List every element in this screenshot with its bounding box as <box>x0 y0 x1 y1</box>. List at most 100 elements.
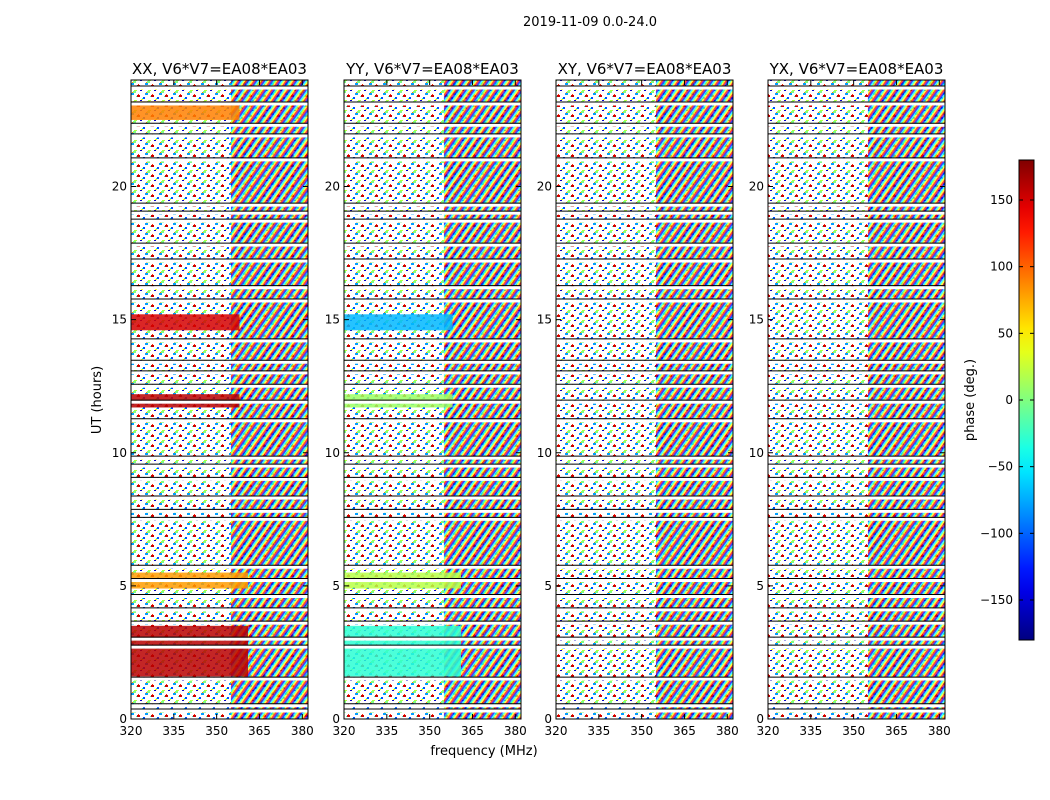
flagged-row <box>556 704 733 708</box>
flagged-row <box>768 299 945 303</box>
flagged-row <box>556 456 733 460</box>
colorbar-tick-label: 50 <box>998 326 1013 340</box>
panel-1: XX, V6*V7=EA08*EA03 320 335 350 365 380 0 5 10 15… <box>112 60 314 738</box>
flagged-row <box>131 637 308 641</box>
y-tick-label: 5 <box>332 579 340 593</box>
flagged-row <box>131 509 308 513</box>
flagged-row <box>344 286 521 290</box>
y-axis-label: UT (hours) <box>90 366 105 434</box>
flagged-row <box>344 134 521 138</box>
flagged-row <box>131 203 308 207</box>
flagged-row <box>556 464 733 468</box>
y-tick-label: 0 <box>544 712 552 726</box>
flagged-row <box>344 371 521 375</box>
x-tick-label: 380 <box>504 724 527 738</box>
flagged-row <box>556 86 733 90</box>
flagged-row <box>768 637 945 641</box>
flagged-row <box>344 709 521 713</box>
flagged-row <box>344 579 521 583</box>
flagged-row <box>556 102 733 106</box>
x-tick-label: 380 <box>716 724 739 738</box>
flagged-row <box>556 645 733 649</box>
y-tick-label: 10 <box>112 446 127 460</box>
flagged-row <box>131 565 308 569</box>
flagged-row <box>344 123 521 127</box>
panel-4: YX, V6*V7=EA08*EA03 320 335 350 365 380 0 5 10 15… <box>749 60 951 738</box>
flagged-row <box>556 709 733 713</box>
y-tick-label: 15 <box>112 313 127 327</box>
y-tick-label: 15 <box>537 313 552 327</box>
flagged-row <box>344 637 521 641</box>
panel-title: YY, V6*V7=EA08*EA03 <box>345 60 519 78</box>
panel-frame <box>343 79 522 720</box>
flagged-row <box>556 579 733 583</box>
flagged-row <box>131 299 308 303</box>
flagged-row <box>556 677 733 681</box>
flagged-row <box>131 677 308 681</box>
x-tick-label: 365 <box>461 724 484 738</box>
flagged-row <box>556 203 733 207</box>
y-tick-label: 10 <box>749 446 764 460</box>
flagged-row <box>768 123 945 127</box>
flagged-row <box>768 709 945 713</box>
y-tick-label: 15 <box>325 313 340 327</box>
flagged-row <box>344 211 521 215</box>
flagged-row <box>344 464 521 468</box>
panel-title: XX, V6*V7=EA08*EA03 <box>132 60 307 78</box>
coherent-phase-region <box>344 314 453 331</box>
flagged-row <box>768 134 945 138</box>
flagged-row <box>344 102 521 106</box>
flagged-row <box>556 595 733 599</box>
colorbar-label: phase (deg.) <box>963 359 978 441</box>
flagged-row <box>344 704 521 708</box>
flagged-row <box>131 477 308 481</box>
panel-3: XY, V6*V7=EA08*EA03 320 335 350 365 380 0 5 10 15… <box>537 60 739 738</box>
flagged-row <box>768 419 945 423</box>
flagged-row <box>131 211 308 215</box>
flagged-row <box>768 509 945 513</box>
flagged-row <box>556 419 733 423</box>
colorbar: 150 100 50 0 −50 −100 −150 <box>980 159 1035 641</box>
flagged-row <box>556 517 733 521</box>
flagged-row <box>131 102 308 106</box>
flagged-row <box>556 360 733 364</box>
flagged-row <box>344 219 521 223</box>
flagged-row <box>344 509 521 513</box>
flagged-row <box>556 608 733 612</box>
flagged-row <box>131 608 308 612</box>
flagged-row <box>131 286 308 290</box>
flagged-row <box>131 579 308 583</box>
flagged-row <box>344 621 521 625</box>
x-tick-label: 380 <box>928 724 951 738</box>
flagged-row <box>131 134 308 138</box>
flagged-row <box>131 243 308 247</box>
flagged-row <box>131 371 308 375</box>
flagged-row <box>344 565 521 569</box>
flagged-row <box>768 400 945 404</box>
x-tick-label: 380 <box>291 724 314 738</box>
y-tick-label: 10 <box>537 446 552 460</box>
x-tick-label: 320 <box>120 724 143 738</box>
y-tick-label: 5 <box>756 579 764 593</box>
x-tick-label: 350 <box>205 724 228 738</box>
flagged-row <box>131 158 308 162</box>
flagged-row <box>344 203 521 207</box>
flagged-row <box>768 102 945 106</box>
flagged-row <box>131 400 308 404</box>
flagged-row <box>556 384 733 388</box>
panel-fringe-region <box>230 80 308 719</box>
flagged-row <box>131 595 308 599</box>
flagged-row <box>344 517 521 521</box>
flagged-row <box>344 677 521 681</box>
flagged-row <box>344 419 521 423</box>
flagged-row <box>131 496 308 500</box>
flagged-row <box>344 608 521 612</box>
x-tick-label: 365 <box>885 724 908 738</box>
x-tick-label: 335 <box>375 724 398 738</box>
flagged-row <box>131 621 308 625</box>
colorbar-tick-label: 150 <box>990 193 1013 207</box>
flagged-row <box>344 477 521 481</box>
flagged-row <box>344 645 521 649</box>
colorbar-tick-label: 0 <box>1005 393 1013 407</box>
